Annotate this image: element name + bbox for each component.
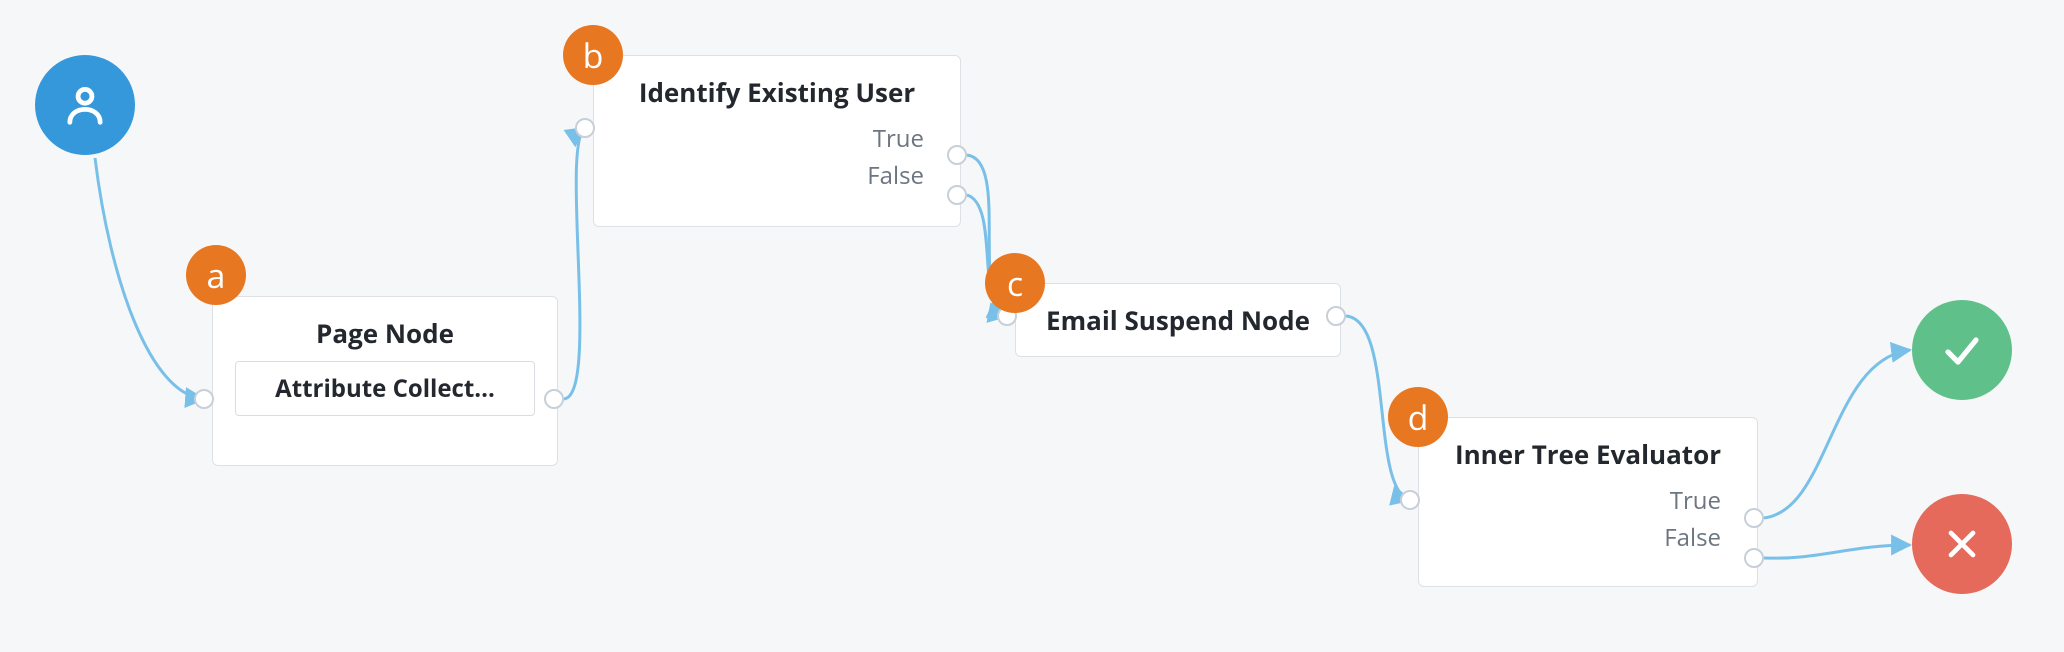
callout-a: a — [186, 245, 246, 305]
node-title: Identify Existing User — [616, 74, 938, 110]
callout-c: c — [985, 253, 1045, 313]
node-inner-tree-evaluator[interactable]: Inner Tree Evaluator True False — [1418, 417, 1758, 587]
port-identify-out-true[interactable] — [947, 145, 967, 165]
port-identify-in[interactable] — [575, 118, 595, 138]
port-identify-out-false[interactable] — [947, 185, 967, 205]
node-title: Inner Tree Evaluator — [1441, 436, 1735, 472]
callout-d: d — [1388, 387, 1448, 447]
outcome-false: False — [616, 157, 938, 194]
outcome-true: True — [1441, 482, 1735, 519]
node-sub-item[interactable]: Attribute Collect... — [235, 361, 535, 416]
node-page-node[interactable]: Page Node Attribute Collect... — [212, 296, 558, 466]
edge — [1764, 545, 1910, 558]
callout-b: b — [563, 25, 623, 85]
end-success-node[interactable] — [1912, 300, 2012, 400]
port-inner-in[interactable] — [1400, 490, 1420, 510]
outcome-false: False — [1441, 519, 1735, 556]
node-identify-existing-user[interactable]: Identify Existing User True False — [593, 55, 961, 227]
node-email-suspend[interactable]: Email Suspend Node — [1015, 283, 1341, 357]
check-icon — [1938, 326, 1986, 374]
port-page-node-in[interactable] — [194, 389, 214, 409]
user-icon — [59, 79, 111, 131]
port-inner-out-true[interactable] — [1744, 508, 1764, 528]
port-email-out[interactable] — [1326, 306, 1346, 326]
port-page-node-out[interactable] — [544, 389, 564, 409]
port-inner-out-false[interactable] — [1744, 548, 1764, 568]
outcome-true: True — [616, 120, 938, 157]
start-node[interactable] — [35, 55, 135, 155]
node-title: Page Node — [235, 315, 535, 351]
x-icon — [1940, 522, 1984, 566]
edge — [1764, 350, 1910, 518]
end-failure-node[interactable] — [1912, 494, 2012, 594]
edge — [564, 128, 585, 399]
node-title: Email Suspend Node — [1038, 302, 1318, 338]
